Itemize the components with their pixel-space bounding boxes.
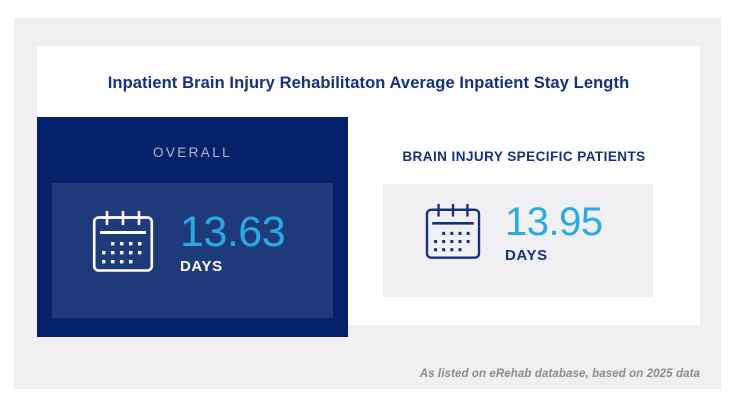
calendar-icon: [425, 202, 481, 265]
stat-overall-value: 13.63: [180, 207, 286, 256]
panel-overall-inner: 13.63 DAYS: [52, 183, 333, 318]
stat-overall-text: 13.63 DAYS: [180, 207, 286, 276]
page-title: Inpatient Brain Injury Rehabilitaton Ave…: [107, 74, 630, 92]
panel-brain-injury-specific-inner: 13.95 DAYS: [383, 184, 653, 297]
stat-brain-injury-specific-text: 13.95 DAYS: [505, 200, 603, 264]
stat-brain-injury-specific: 13.95 DAYS: [425, 202, 603, 265]
stat-brain-injury-specific-unit: DAYS: [505, 247, 548, 264]
source-footnote: As listed on eRehab database, based on 2…: [419, 368, 700, 380]
panel-overall-label: OVERALL: [152, 145, 233, 160]
panel-overall: OVERALL: [37, 117, 348, 337]
stat-overall-unit: DAYS: [180, 258, 223, 276]
calendar-icon: [92, 209, 154, 278]
stat-brain-injury-specific-value: 13.95: [505, 200, 603, 244]
panel-brain-injury-specific-label: BRAIN INJURY SPECIFIC PATIENTS: [402, 149, 646, 164]
panel-brain-injury-specific: BRAIN INJURY SPECIFIC PATIENTS: [348, 117, 700, 325]
stat-overall: 13.63 DAYS: [92, 207, 286, 278]
